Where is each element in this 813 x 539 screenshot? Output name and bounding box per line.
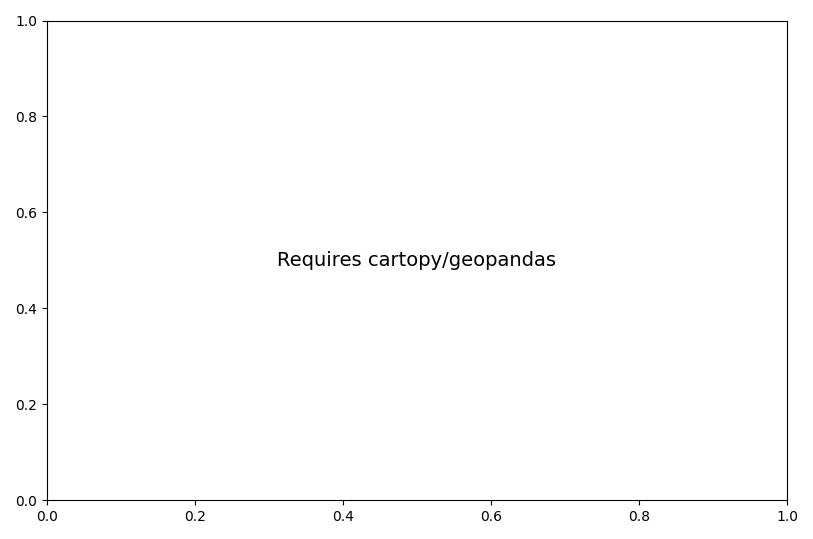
Text: Requires cartopy/geopandas: Requires cartopy/geopandas	[277, 251, 556, 270]
